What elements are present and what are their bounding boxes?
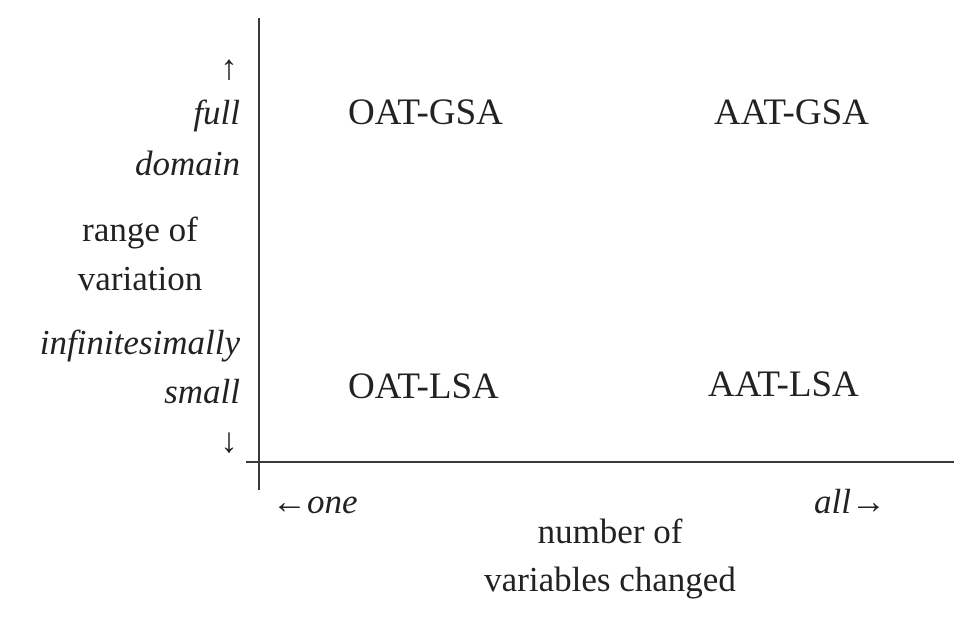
y-axis-title-line2: variation bbox=[77, 259, 203, 298]
x-axis-right-label: all→ bbox=[814, 482, 886, 521]
x-axis-left-label: ←one bbox=[272, 482, 358, 521]
y-axis-bottom-label-line2: small bbox=[164, 372, 240, 411]
x-axis-title-line2: variables changed bbox=[484, 560, 736, 599]
y-axis-top-label-line2: domain bbox=[135, 144, 240, 183]
y-axis-line bbox=[258, 18, 260, 490]
quadrant-bottom-right-label: AAT-LSA bbox=[708, 364, 859, 405]
quadrant-bottom-left-label: OAT-LSA bbox=[348, 366, 499, 407]
y-axis-down-arrow: ↓ bbox=[220, 421, 238, 460]
x-axis-title-line1: number of bbox=[537, 512, 683, 551]
y-axis-title-line1: range of bbox=[82, 210, 198, 249]
y-axis-bottom-label-line1: infinitesimally bbox=[39, 323, 240, 362]
y-axis-top-label-line1: full bbox=[193, 93, 240, 132]
quadrant-top-right-label: AAT-GSA bbox=[714, 92, 869, 133]
x-axis-line bbox=[246, 461, 954, 463]
y-axis-up-arrow: ↑ bbox=[220, 48, 238, 87]
quadrant-top-left-label: OAT-GSA bbox=[348, 92, 503, 133]
